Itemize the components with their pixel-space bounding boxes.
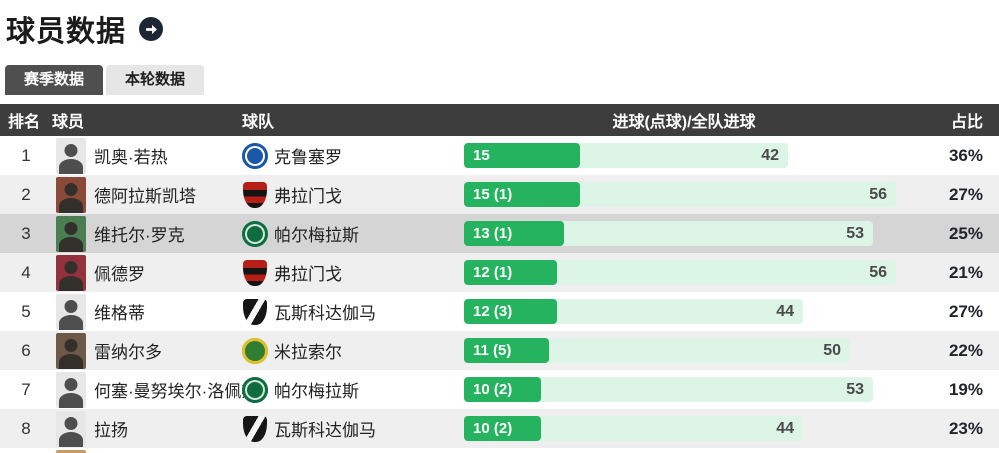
rank-value: 5: [21, 301, 31, 321]
team-name: 帕尔梅拉斯: [274, 226, 359, 245]
player-goals-bar: 10 (2): [464, 377, 541, 402]
team-logo-icon: [242, 220, 268, 247]
player-avatar: [56, 293, 86, 330]
team-goals-value: 53: [846, 381, 864, 398]
player-name: 维托尔·罗克: [94, 226, 185, 245]
player-name: 何塞·曼努埃尔·洛佩斯: [94, 382, 259, 401]
player-goals-bar: 13 (1): [464, 221, 564, 246]
team-name: 帕尔梅拉斯: [274, 382, 359, 401]
player-avatar: [56, 137, 86, 174]
team-goals-value: 53: [846, 225, 864, 242]
player-goals-bar: 12 (3): [464, 299, 557, 324]
team-logo-icon: [242, 142, 268, 169]
table-row[interactable]: 3 维托尔·罗克 帕尔梅拉斯 13 (1) 53 25%: [0, 214, 999, 253]
table-row[interactable]: 6 雷纳尔多 米拉索尔 11 (5) 50 22%: [0, 331, 999, 370]
table-body: 1 凯奥·若热 克鲁塞罗 15 42 36% 2 德阿拉斯凯塔: [0, 136, 999, 453]
team-logo-icon: [242, 337, 268, 364]
title-row: 球员数据: [0, 0, 999, 50]
table-row[interactable]: 1 凯奥·若热 克鲁塞罗 15 42 36%: [0, 136, 999, 175]
team-logo-icon: [243, 415, 267, 442]
team-goals-value: 44: [776, 420, 794, 437]
team-name: 瓦斯科达伽马: [274, 421, 376, 440]
player-avatar: [56, 449, 86, 453]
team-goals-value: 42: [761, 147, 779, 164]
share-percent: 22%: [948, 340, 983, 360]
team-name: 米拉索尔: [274, 343, 342, 362]
player-goals-bar: 11 (5): [464, 338, 549, 363]
team-logo-icon: [242, 376, 268, 403]
rank-value: 3: [21, 223, 31, 243]
team-name: 瓦斯科达伽马: [274, 304, 376, 323]
tab-round-data[interactable]: 本轮数据: [106, 65, 205, 95]
rank-value: 1: [21, 145, 31, 165]
player-name: 凯奥·若热: [94, 148, 168, 167]
share-percent: 27%: [948, 184, 983, 204]
team-logo-icon: [243, 181, 267, 208]
player-avatar: [56, 215, 86, 252]
arrow-right-icon: [145, 23, 158, 36]
header-goals: 进球(点球)/全队进球: [612, 114, 756, 131]
tab-season-data[interactable]: 赛季数据: [5, 65, 104, 95]
team-goals-bar: 12 (1) 56: [464, 260, 896, 285]
share-percent: 25%: [948, 223, 983, 243]
team-logo-icon: [243, 259, 267, 286]
header-team: 球队: [242, 114, 275, 131]
player-avatar: [56, 254, 86, 291]
more-link-button[interactable]: [139, 17, 164, 41]
player-name: 拉扬: [94, 421, 128, 440]
player-avatar: [56, 176, 86, 213]
player-goals-bar: 10 (2): [464, 416, 541, 441]
player-name: 佩德罗: [94, 265, 145, 284]
table-row[interactable]: 9: [0, 448, 999, 453]
table-row[interactable]: 7 何塞·曼努埃尔·洛佩斯 帕尔梅拉斯 10 (2) 53 19%: [0, 370, 999, 409]
team-goals-value: 50: [823, 342, 841, 359]
rank-value: 6: [21, 340, 31, 360]
team-name: 弗拉门戈: [274, 187, 342, 206]
share-percent: 27%: [948, 301, 983, 321]
team-goals-value: 44: [776, 303, 794, 320]
header-share: 占比: [950, 114, 983, 131]
team-goals-value: 56: [869, 186, 887, 203]
header-rank: 排名: [8, 114, 41, 131]
team-logo-icon: [243, 298, 267, 325]
player-goals-bar: 15 (1): [464, 182, 580, 207]
rank-value: 2: [21, 184, 31, 204]
team-goals-bar: 15 (1) 56: [464, 182, 896, 207]
team-name: 弗拉门戈: [274, 265, 342, 284]
player-name: 雷纳尔多: [94, 343, 162, 362]
team-name: 克鲁塞罗: [274, 148, 342, 167]
rank-value: 4: [21, 262, 31, 282]
table-row[interactable]: 5 维格蒂 瓦斯科达伽马 12 (3) 44 27%: [0, 292, 999, 331]
player-name: 维格蒂: [94, 304, 145, 323]
player-avatar: [56, 410, 86, 447]
player-avatar: [56, 371, 86, 408]
share-percent: 21%: [948, 262, 983, 282]
rank-value: 8: [21, 418, 31, 438]
table-row[interactable]: 8 拉扬 瓦斯科达伽马 10 (2) 44 23%: [0, 409, 999, 448]
player-goals-bar: 15: [464, 143, 580, 168]
table-row[interactable]: 2 德阿拉斯凯塔 弗拉门戈 15 (1) 56 27%: [0, 175, 999, 214]
share-percent: 23%: [948, 418, 983, 438]
rank-value: 7: [21, 379, 31, 399]
team-goals-bar: 12 (3) 44: [464, 299, 803, 324]
team-goals-value: 56: [869, 264, 887, 281]
team-goals-bar: 10 (2) 44: [464, 416, 803, 441]
team-goals-bar: 15 42: [464, 143, 788, 168]
page-title: 球员数据: [6, 16, 127, 48]
team-goals-bar: 10 (2) 53: [464, 377, 873, 402]
player-name: 德阿拉斯凯塔: [94, 187, 196, 206]
player-avatar: [56, 332, 86, 369]
share-percent: 19%: [948, 379, 983, 399]
header-player: 球员: [52, 114, 85, 131]
table-header: 排名 球员 球队 进球(点球)/全队进球 占比: [0, 104, 999, 136]
table-row[interactable]: 4 佩德罗 弗拉门戈 12 (1) 56 21%: [0, 253, 999, 292]
team-goals-bar: 13 (1) 53: [464, 221, 873, 246]
team-goals-bar: 11 (5) 50: [464, 338, 850, 363]
player-goals-bar: 12 (1): [464, 260, 557, 285]
tab-bar: 赛季数据 本轮数据: [5, 65, 999, 95]
share-percent: 36%: [948, 145, 983, 165]
